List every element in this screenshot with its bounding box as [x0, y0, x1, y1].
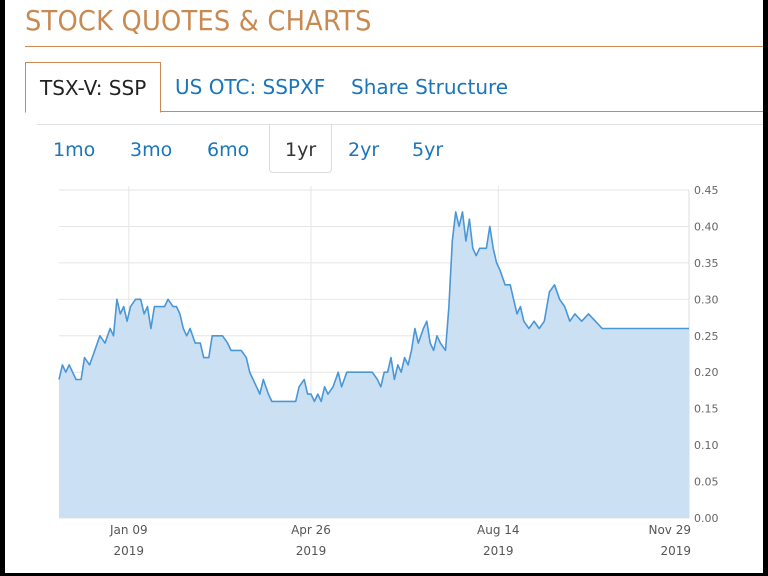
range-1mo[interactable]: 1mo — [53, 139, 96, 161]
range-selector: 1mo 3mo 6mo 1yr 2yr 5yr — [37, 124, 763, 174]
y-tick-label: 0.20 — [694, 366, 719, 379]
y-tick-label: 0.45 — [694, 184, 719, 197]
x-axis: Jan 09 2019 Apr 26 2019 Aug 14 2019 Nov 29 2019 — [109, 523, 691, 558]
exchange-tabs: TSX-V: SSP US OTC: SSPXF Share Structure — [25, 62, 763, 113]
x-tick-label: Jan 09 — [109, 523, 148, 537]
x-tick-year: 2019 — [296, 544, 327, 558]
price-chart: 0.45 0.40 0.35 0.30 0.25 0.20 0.15 0.10 0.05 0.00… — [58, 184, 719, 558]
range-3mo[interactable]: 3mo — [130, 139, 173, 161]
y-tick-label: 0.40 — [694, 220, 719, 233]
page-title: STOCK QUOTES & CHARTS — [25, 4, 372, 37]
price-area — [59, 211, 689, 518]
tabs-divider — [25, 111, 763, 112]
quotes-panel: STOCK QUOTES & CHARTS TSX-V: SSP US OTC:… — [5, 0, 763, 573]
y-tick-label: 0.30 — [694, 293, 719, 306]
range-1yr[interactable]: 1yr — [269, 124, 333, 173]
tab-tsxv[interactable]: TSX-V: SSP — [25, 62, 162, 113]
x-tick-label: Aug 14 — [477, 523, 520, 537]
x-tick-label: Apr 26 — [291, 523, 331, 537]
price-line — [58, 211, 689, 403]
tab-share-structure[interactable]: Share Structure — [351, 75, 509, 99]
x-tick-year: 2019 — [660, 544, 691, 558]
ranges-divider — [37, 124, 763, 125]
y-tick-label: 0.05 — [694, 476, 719, 489]
x-tick-year: 2019 — [114, 544, 145, 558]
range-2yr[interactable]: 2yr — [348, 139, 380, 161]
y-tick-label: 0.15 — [694, 403, 719, 416]
y-tick-label: 0.35 — [694, 257, 719, 270]
range-5yr[interactable]: 5yr — [412, 139, 444, 161]
y-tick-label: 0.10 — [694, 439, 719, 452]
tab-us-otc[interactable]: US OTC: SSPXF — [175, 75, 326, 99]
y-tick-label: 0.00 — [694, 512, 719, 525]
x-tick-year: 2019 — [483, 544, 514, 558]
range-6mo[interactable]: 6mo — [207, 139, 250, 161]
y-tick-label: 0.25 — [694, 330, 719, 343]
title-divider — [25, 46, 763, 47]
y-axis: 0.45 0.40 0.35 0.30 0.25 0.20 0.15 0.10 0.05 0.00 — [694, 184, 719, 525]
x-tick-label: Nov 29 — [648, 523, 691, 537]
